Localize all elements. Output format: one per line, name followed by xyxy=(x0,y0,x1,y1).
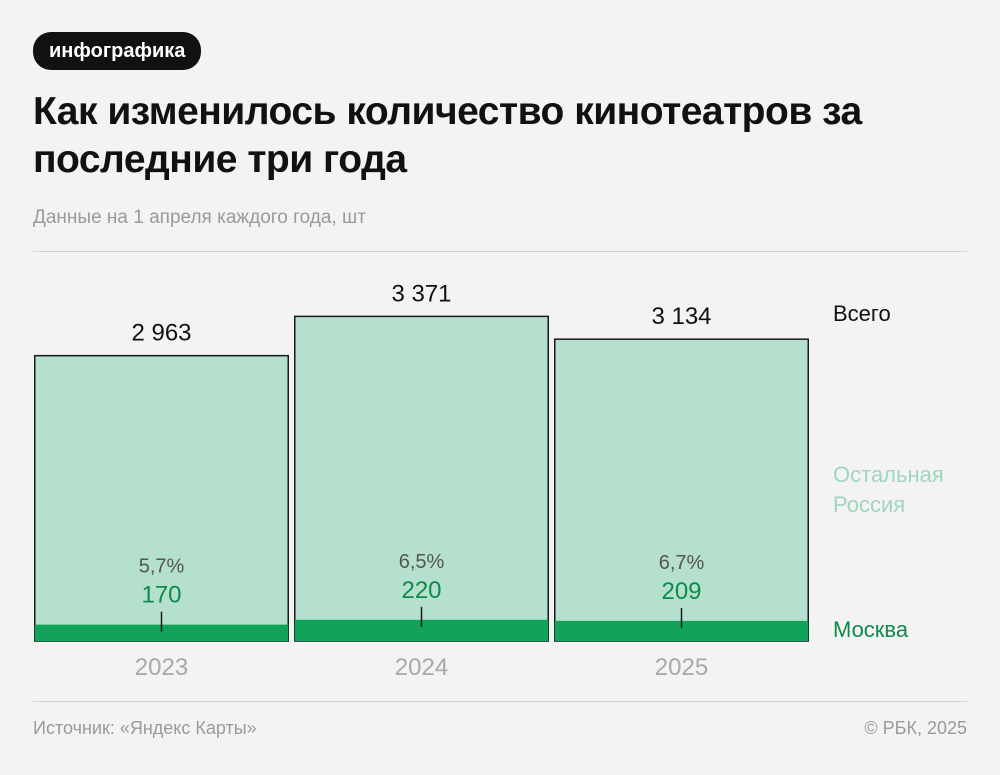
chart-title: Как изменилось количество кинотеатров за… xyxy=(33,90,862,181)
bar-chart: 2 963 5,7% 170 2023 3 371 6,5% 220 2024 3 134 6,7… xyxy=(34,280,944,681)
bar-rest-2025 xyxy=(554,338,809,642)
total-label-2023: 2 963 xyxy=(131,320,191,347)
legend-total: Всего xyxy=(833,301,891,326)
bar-rest-2023 xyxy=(34,354,289,642)
moscow-value-label-2023: 170 xyxy=(141,582,181,609)
infographic-badge: инфографика xyxy=(33,32,202,70)
total-label-2025: 3 134 xyxy=(651,303,711,330)
moscow-share-label-2024: 6,5% xyxy=(399,551,445,573)
bar-moscow-2023 xyxy=(34,624,289,641)
bar-moscow-2025 xyxy=(554,620,809,641)
chart-subtitle: Данные на 1 апреля каждого года, шт xyxy=(33,207,366,228)
total-label-2024: 3 371 xyxy=(391,280,451,307)
source-note: Источник: «Яндекс Карты» xyxy=(33,718,257,738)
year-label-2025: 2025 xyxy=(655,654,708,681)
bottom-divider xyxy=(33,701,967,702)
moscow-value-label-2025: 209 xyxy=(661,578,701,605)
copyright-note: © РБК, 2025 xyxy=(864,718,967,738)
moscow-share-label-2023: 5,7% xyxy=(139,556,185,578)
bar-moscow-2024 xyxy=(294,619,549,641)
moscow-share-label-2025: 6,7% xyxy=(659,552,705,574)
year-label-2024: 2024 xyxy=(395,654,448,681)
legend-rest-russia: Остальная Россия xyxy=(833,462,944,517)
moscow-value-label-2024: 220 xyxy=(401,577,441,604)
year-label-2023: 2023 xyxy=(135,654,188,681)
legend-moscow: Москва xyxy=(833,617,909,642)
top-divider xyxy=(33,251,967,252)
bar-rest-2024 xyxy=(294,315,549,642)
